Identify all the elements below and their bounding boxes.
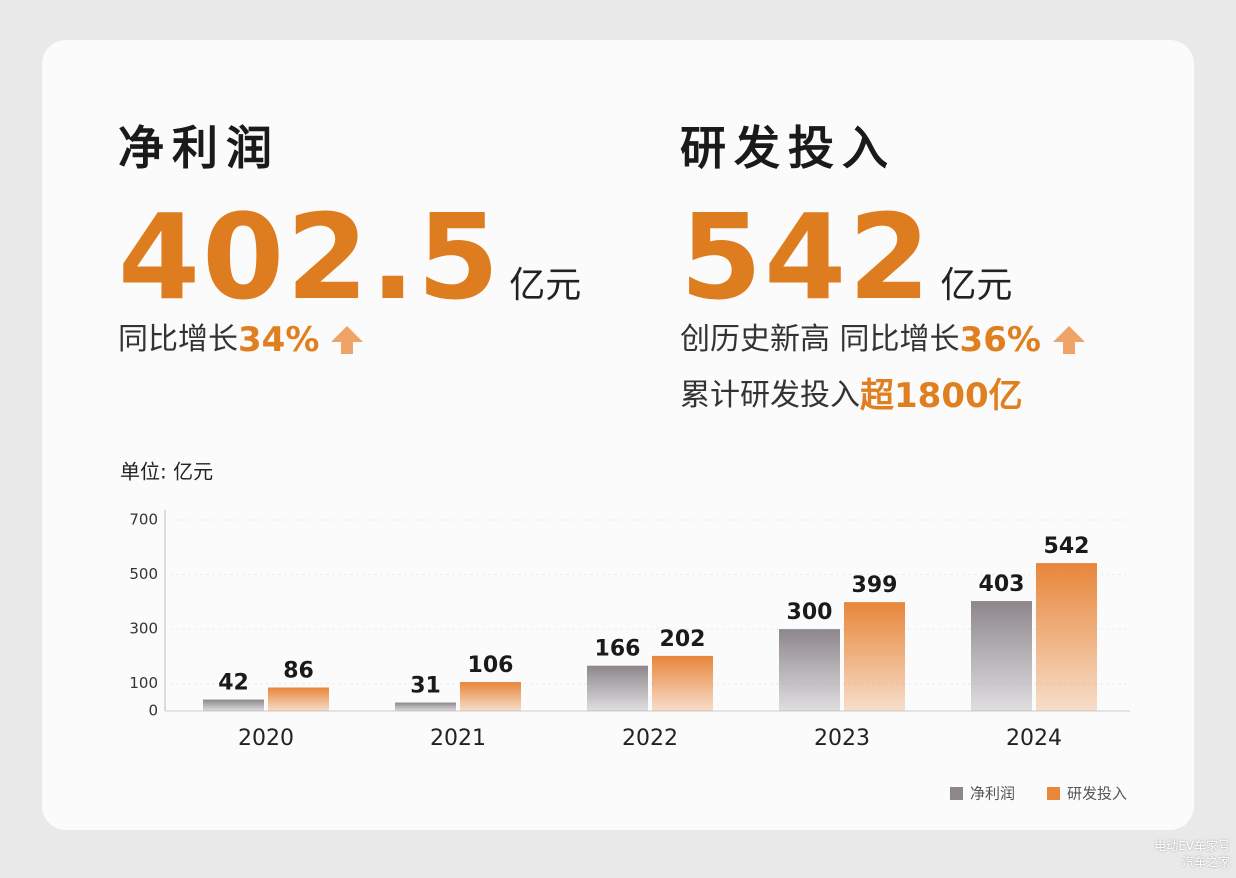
legend-swatch (950, 787, 963, 800)
kpi-main: 542 亿元 (680, 188, 1087, 326)
kpi-note: 创历史新高 同比增长 36% (680, 312, 1087, 368)
kpi-value: 402.5 (118, 188, 502, 326)
kpi-unit: 亿元 (940, 265, 1013, 306)
bar (652, 655, 713, 711)
legend-label: 研发投入 (1067, 785, 1127, 803)
kpi-note: 累计研发投入 超1800亿 (680, 368, 1087, 424)
legend-swatch (1047, 787, 1061, 800)
kpi: 净利润 402.5 亿元 同比增长 34% (118, 118, 581, 368)
bar (460, 682, 521, 711)
watermark: 电动EV车家号汽车之家 (1154, 838, 1230, 870)
kpi-title: 研发投入 (680, 121, 896, 175)
bar (587, 665, 648, 711)
kpi-note-text: 累计研发投入 (680, 378, 860, 413)
y-tick-label: 700 (129, 511, 158, 529)
kpi-unit: 亿元 (509, 265, 582, 306)
x-tick-label: 2021 (430, 726, 486, 751)
bar (203, 699, 264, 711)
y-tick-label: 100 (129, 674, 158, 692)
data-label: 31 (410, 674, 441, 699)
bar (395, 702, 456, 711)
x-tick-label: 2024 (1006, 726, 1062, 751)
watermark-line: 电动EV车家号 (1154, 839, 1230, 853)
kpi-value: 542 (680, 188, 933, 326)
kpi: 研发投入 542 亿元 创历史新高 同比增长 36% 累计研发投入 超1800亿 (680, 118, 1087, 424)
kpi-note-text: 创历史新高 同比增长 (680, 322, 960, 357)
bar (971, 601, 1032, 711)
x-tick-label: 2023 (814, 726, 870, 751)
data-label: 300 (787, 600, 833, 625)
data-label: 42 (218, 671, 249, 696)
kpi-title: 净利润 (118, 121, 280, 175)
bar (844, 602, 905, 711)
bar (268, 687, 329, 711)
data-label: 403 (979, 572, 1025, 597)
bar (1036, 563, 1097, 711)
up-arrow (331, 326, 364, 354)
data-label: 86 (283, 659, 314, 684)
bar (779, 629, 840, 711)
data-label: 166 (595, 637, 641, 662)
data-label: 202 (660, 627, 706, 652)
chart: 单位: 亿元 0 100 300 500 700 2020 42 86 2021 31 106 202… (120, 460, 1130, 803)
kpi-note: 同比增长 34% (118, 312, 581, 368)
kpi-note-text: 同比增长 (118, 322, 238, 357)
x-tick-label: 2022 (622, 726, 678, 751)
y-tick-label: 0 (148, 702, 158, 720)
kpi-highlight: 36% (959, 320, 1041, 360)
data-label: 399 (852, 573, 898, 598)
x-tick-label: 2020 (238, 726, 294, 751)
kpi-highlight: 超1800亿 (860, 376, 1023, 416)
y-tick-label: 300 (129, 620, 158, 638)
y-axis-label: 单位: 亿元 (120, 460, 213, 484)
watermark-line: 汽车之家 (1181, 855, 1230, 869)
card: 净利润 402.5 亿元 同比增长 34% 研发投入 542 亿元 创历史新高 同比增长 36% 累… (42, 40, 1194, 830)
up-arrow (1052, 326, 1085, 354)
data-label: 106 (468, 653, 514, 678)
kpi-highlight: 34% (238, 320, 320, 360)
y-tick-label: 500 (129, 565, 158, 583)
data-label: 542 (1044, 534, 1090, 559)
kpi-main: 402.5 亿元 (118, 188, 582, 326)
legend-label: 净利润 (970, 785, 1015, 803)
